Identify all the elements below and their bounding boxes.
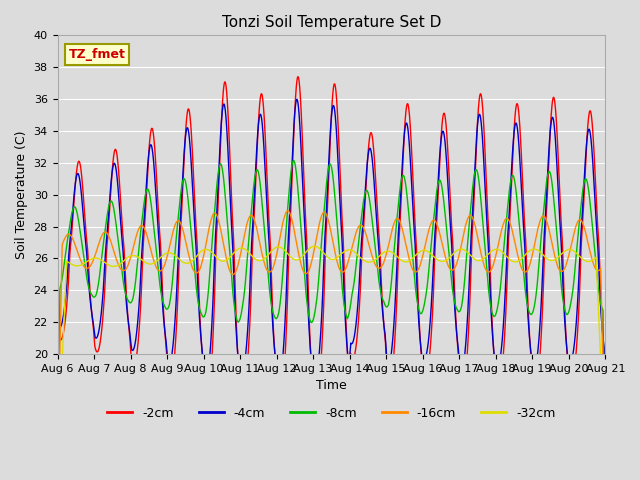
-16cm [424,231,431,237]
-16cm [601,438,609,444]
-2cm [294,74,302,80]
-4cm [424,343,431,348]
-32cm [311,243,319,249]
-32cm [602,459,609,465]
-32cm [424,249,431,254]
-2cm [485,237,493,243]
-4cm [293,96,301,102]
-16cm [602,466,609,472]
-32cm [152,259,160,264]
-2cm [424,367,431,372]
X-axis label: Time: Time [316,379,347,392]
-4cm [485,265,493,271]
-16cm [152,264,160,270]
Legend: -2cm, -4cm, -8cm, -16cm, -32cm: -2cm, -4cm, -8cm, -16cm, -32cm [102,402,561,425]
-16cm [485,269,493,275]
-4cm [601,419,609,424]
-8cm [601,439,609,445]
-16cm [311,243,319,249]
-2cm [601,381,609,387]
-4cm [454,344,462,349]
-32cm [310,243,318,249]
Line: -8cm: -8cm [58,160,605,480]
Line: -4cm: -4cm [58,99,605,480]
Y-axis label: Soil Temperature (C): Soil Temperature (C) [15,131,28,259]
-8cm [424,277,431,283]
-2cm [454,349,462,355]
-8cm [290,157,298,163]
Text: TZ_fmet: TZ_fmet [68,48,125,61]
-16cm [284,208,292,214]
-2cm [311,393,319,399]
-32cm [454,247,462,252]
Title: Tonzi Soil Temperature Set D: Tonzi Soil Temperature Set D [221,15,441,30]
-8cm [485,293,493,299]
-32cm [601,445,609,451]
-16cm [454,256,462,262]
Line: -16cm: -16cm [58,211,605,469]
-2cm [152,164,160,170]
-4cm [311,374,319,380]
-4cm [152,192,160,198]
-8cm [454,309,462,314]
-32cm [54,462,61,468]
Line: -2cm: -2cm [58,77,605,480]
-32cm [485,251,493,256]
-8cm [311,309,319,315]
-8cm [152,243,160,249]
Line: -32cm: -32cm [58,246,605,465]
-16cm [54,459,61,465]
